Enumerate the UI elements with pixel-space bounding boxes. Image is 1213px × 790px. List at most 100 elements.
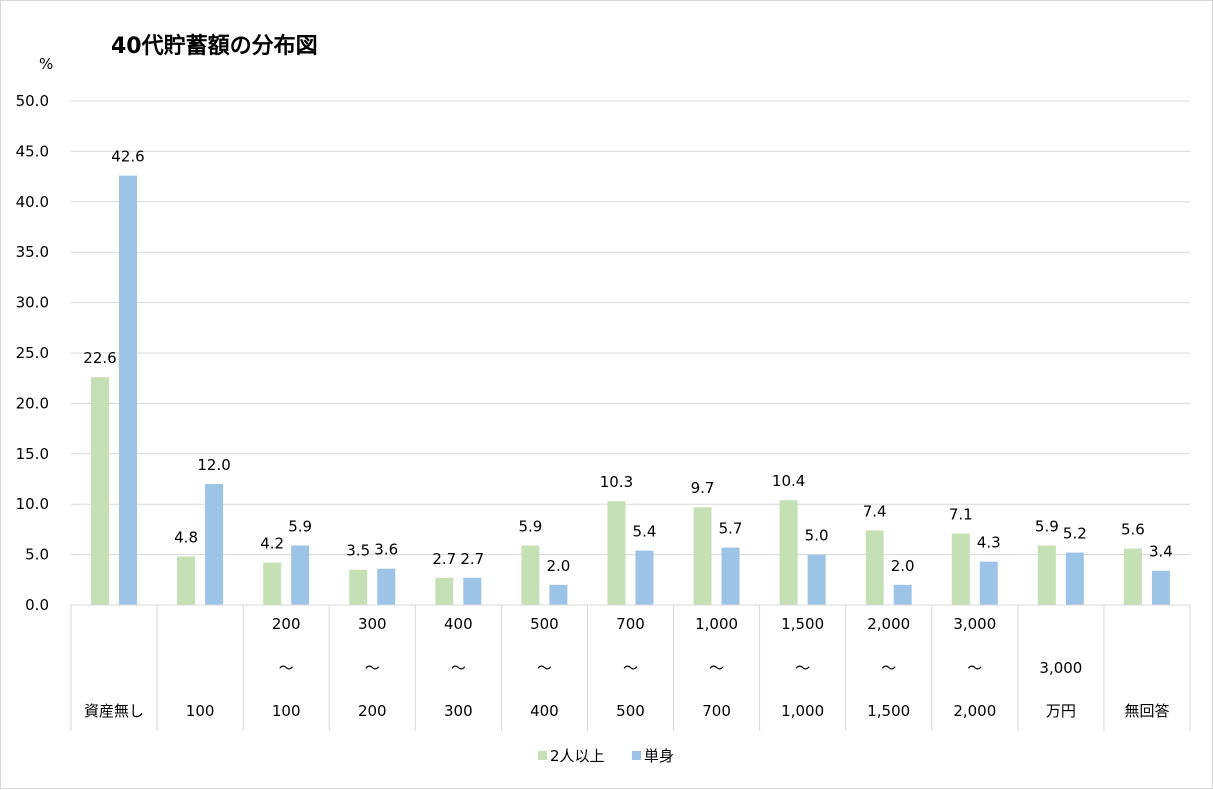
x-tick-label: ～: [709, 659, 724, 677]
data-label: 12.0: [197, 456, 230, 474]
legend-swatch: [632, 751, 641, 760]
data-label: 5.9: [288, 518, 312, 536]
x-tick-label: ～: [881, 659, 896, 677]
bar-single: [1151, 570, 1170, 605]
data-label: 5.2: [1063, 525, 1087, 543]
bar-single: [635, 550, 654, 605]
data-label: 9.7: [691, 479, 715, 497]
legend-label: 2人以上: [550, 747, 605, 765]
bar-single: [463, 577, 482, 605]
x-tick-label: 1,000: [781, 702, 824, 720]
bar-single: [377, 568, 396, 605]
data-label: 2.7: [432, 550, 456, 568]
data-label: 10.4: [772, 472, 805, 490]
x-tick-label: ～: [967, 659, 982, 677]
x-tick-label: 200: [272, 615, 301, 633]
y-tick-label: 40.0: [16, 193, 49, 211]
data-label: 7.4: [863, 502, 887, 520]
bar-single: [979, 561, 998, 605]
data-label: 22.6: [83, 349, 116, 367]
x-tick-label: 700: [616, 615, 645, 633]
data-label: 10.3: [600, 473, 633, 491]
x-tick-label: ～: [537, 659, 552, 677]
data-label: 2.0: [546, 557, 570, 575]
data-label: 3.4: [1149, 543, 1173, 561]
data-label: 2.0: [891, 557, 915, 575]
y-tick-label: 35.0: [16, 243, 49, 261]
y-tick-label: 25.0: [16, 344, 49, 362]
bar-multi: [693, 507, 712, 605]
legend-label: 単身: [644, 747, 674, 765]
y-tick-label: 15.0: [16, 445, 49, 463]
x-tick-label: 500: [530, 615, 559, 633]
y-tick-label: 10.0: [16, 495, 49, 513]
x-tick-label: 500: [616, 702, 645, 720]
x-tick-label: 400: [530, 702, 559, 720]
bar-multi: [779, 500, 798, 605]
y-tick-label: 50.0: [16, 92, 49, 110]
data-label: 3.6: [374, 541, 398, 559]
x-tick-label: 1,000: [695, 615, 738, 633]
x-tick-label: 3,000: [1039, 659, 1082, 677]
data-label: 4.2: [260, 535, 284, 553]
y-tick-label: 45.0: [16, 142, 49, 160]
data-label: 5.6: [1121, 521, 1145, 539]
bar-multi: [177, 556, 196, 605]
x-tick-label: 300: [444, 702, 473, 720]
legend-swatch: [538, 751, 547, 760]
bar-multi: [1037, 545, 1056, 605]
x-tick-label: ～: [451, 659, 466, 677]
data-label: 4.3: [977, 534, 1001, 552]
data-label: 5.0: [805, 527, 829, 545]
bar-multi: [521, 545, 540, 605]
bar-single: [807, 554, 826, 605]
x-tick-label: 200: [358, 702, 387, 720]
data-label: 42.6: [111, 148, 144, 166]
data-label: 5.4: [633, 523, 657, 541]
data-label: 5.7: [719, 520, 743, 538]
data-label: 7.1: [949, 505, 973, 523]
y-axis-label: %: [39, 55, 53, 73]
bar-single: [205, 484, 224, 605]
y-tick-label: 5.0: [25, 546, 49, 564]
x-tick-label: 100: [272, 702, 301, 720]
bar-single: [1065, 552, 1084, 605]
x-tick-label: ～: [623, 659, 638, 677]
x-tick-label: ～: [795, 659, 810, 677]
y-tick-label: 20.0: [16, 394, 49, 412]
bar-multi: [349, 569, 368, 605]
x-tick-label: 100: [186, 702, 215, 720]
x-tick-label: 3,000: [953, 615, 996, 633]
x-tick-label: 400: [444, 615, 473, 633]
x-tick-label: 万円: [1046, 702, 1076, 720]
bar-multi: [1123, 548, 1142, 605]
bar-single: [119, 175, 137, 606]
bar-multi: [263, 562, 282, 605]
data-label: 4.8: [174, 529, 198, 547]
x-tick-label: 資産無し: [84, 702, 144, 720]
bar-single: [291, 545, 310, 605]
bar-multi: [91, 377, 109, 605]
y-tick-label: 30.0: [16, 294, 49, 312]
data-label: 2.7: [460, 550, 484, 568]
bar-multi: [951, 533, 970, 605]
x-tick-label: ～: [279, 659, 294, 677]
data-label: 3.5: [346, 542, 370, 560]
x-tick-label: 1,500: [867, 702, 910, 720]
chart-title: 40代貯蓄額の分布図: [111, 33, 318, 59]
bar-single: [721, 547, 740, 605]
x-tick-label: 1,500: [781, 615, 824, 633]
x-tick-label: 300: [358, 615, 387, 633]
x-tick-label: 2,000: [953, 702, 996, 720]
x-tick-label: ～: [365, 659, 380, 677]
bar-multi: [865, 530, 884, 605]
bar-multi: [435, 577, 454, 605]
x-tick-label: 無回答: [1124, 702, 1169, 720]
x-tick-label: 700: [702, 702, 731, 720]
data-label: 5.9: [518, 518, 542, 536]
y-tick-label: 0.0: [25, 596, 49, 614]
data-label: 5.9: [1035, 518, 1059, 536]
bar-multi: [607, 501, 626, 605]
